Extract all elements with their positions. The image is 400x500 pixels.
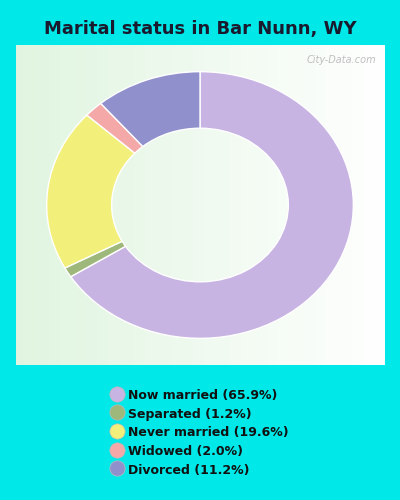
Text: City-Data.com: City-Data.com: [307, 54, 377, 64]
Wedge shape: [87, 104, 143, 153]
Legend: Now married (65.9%), Separated (1.2%), Never married (19.6%), Widowed (2.0%), Di: Now married (65.9%), Separated (1.2%), N…: [108, 384, 292, 480]
Wedge shape: [71, 72, 353, 338]
Wedge shape: [65, 242, 126, 276]
Wedge shape: [47, 115, 135, 268]
Text: Marital status in Bar Nunn, WY: Marital status in Bar Nunn, WY: [44, 20, 356, 38]
Wedge shape: [101, 72, 200, 146]
